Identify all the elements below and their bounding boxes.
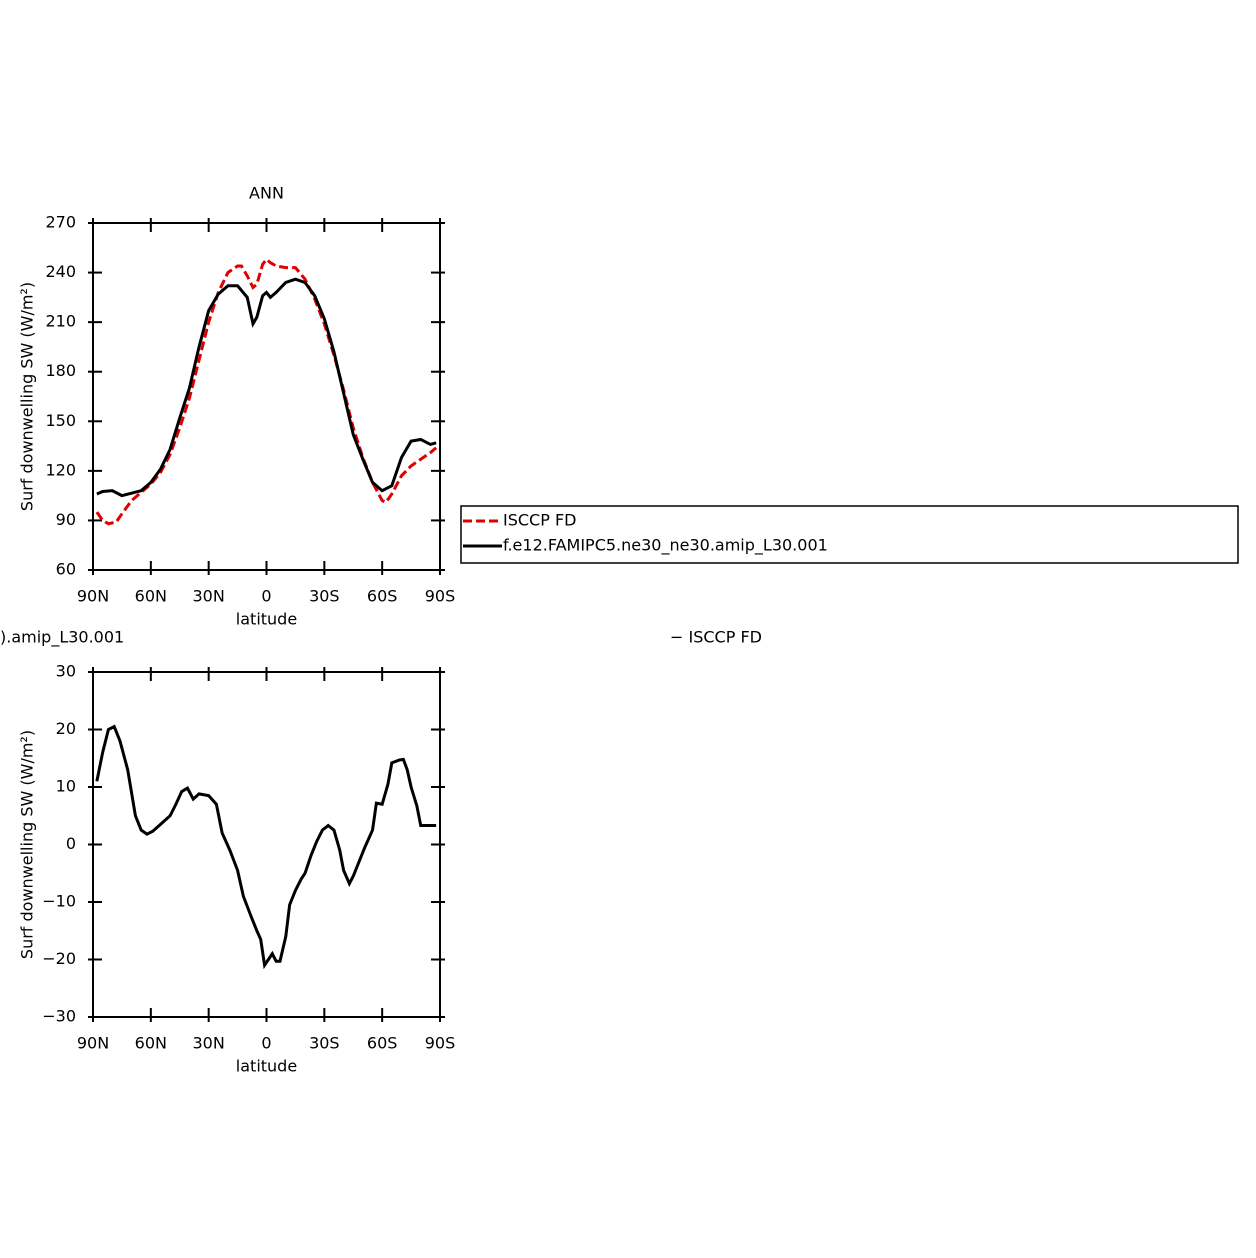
y-tick-label: 30 xyxy=(56,662,76,681)
y-tick-label: 240 xyxy=(45,262,76,281)
data-line xyxy=(95,257,438,526)
y-axis-label: Surf downwelling SW (W/m²) xyxy=(18,730,37,959)
data-line xyxy=(96,277,437,498)
x-axis-label: latitude xyxy=(236,610,297,629)
x-tick-label: 60S xyxy=(367,587,398,606)
chart-title: − ISCCP FD xyxy=(670,628,762,647)
chart-title: ).amip_L30.001 xyxy=(0,628,124,648)
y-tick-label: 180 xyxy=(45,361,76,380)
legend-label: f.e12.FAMIPC5.ne30_ne30.amip_L30.001 xyxy=(503,536,828,556)
y-tick-label: 90 xyxy=(56,510,76,529)
y-tick-label: 120 xyxy=(45,460,76,479)
y-tick-label: −10 xyxy=(42,892,76,911)
x-tick-label: 0 xyxy=(261,587,271,606)
x-tick-label: 90S xyxy=(425,1034,456,1053)
y-tick-label: 150 xyxy=(45,411,76,430)
x-tick-label: 90N xyxy=(77,1034,109,1053)
y-tick-label: −30 xyxy=(42,1007,76,1026)
x-tick-label: 0 xyxy=(261,1034,271,1053)
legend-label: ISCCP FD xyxy=(503,511,576,530)
x-tick-label: 60N xyxy=(135,587,167,606)
legend-box xyxy=(460,505,1239,564)
x-tick-label: 60N xyxy=(135,1034,167,1053)
x-tick-label: 90N xyxy=(77,587,109,606)
data-line xyxy=(95,724,437,970)
plot-frame xyxy=(92,222,441,571)
plot-frame xyxy=(92,671,441,1018)
chart-title: ANN xyxy=(249,184,284,203)
x-tick-label: 30N xyxy=(193,1034,225,1053)
y-tick-label: 210 xyxy=(45,312,76,331)
y-tick-label: −20 xyxy=(42,949,76,968)
x-axis-label: latitude xyxy=(236,1057,297,1076)
x-tick-label: 30N xyxy=(193,587,225,606)
y-tick-label: 270 xyxy=(45,213,76,232)
y-tick-label: 60 xyxy=(56,560,76,579)
y-tick-label: 10 xyxy=(56,777,76,796)
x-tick-label: 90S xyxy=(425,587,456,606)
y-tick-label: 20 xyxy=(56,719,76,738)
x-tick-label: 60S xyxy=(367,1034,398,1053)
y-axis-label: Surf downwelling SW (W/m²) xyxy=(18,282,37,511)
y-tick-label: 0 xyxy=(66,834,76,853)
x-tick-label: 30S xyxy=(309,587,340,606)
x-tick-label: 30S xyxy=(309,1034,340,1053)
